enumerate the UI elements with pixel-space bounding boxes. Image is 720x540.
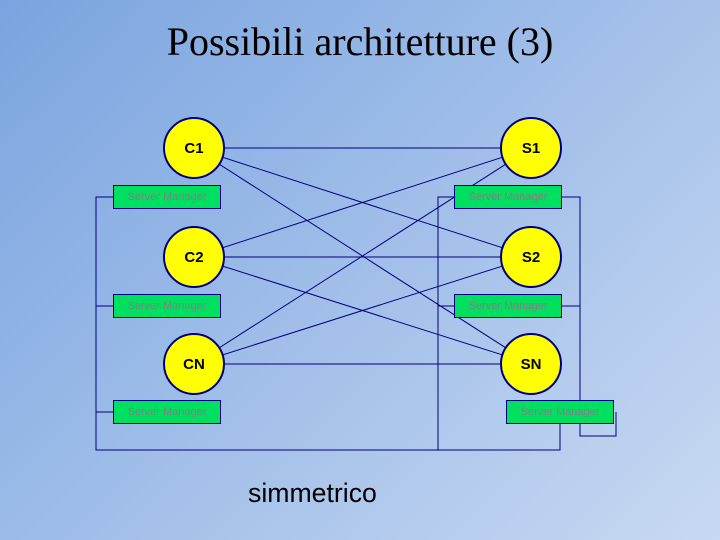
node-label: CN: [183, 357, 205, 372]
caption: simmetrico: [248, 478, 377, 509]
node-s2: S2: [500, 226, 562, 288]
server-manager-box: Server Manager: [506, 400, 614, 424]
node-c1: C1: [163, 117, 225, 179]
server-manager-box: Server Manager: [454, 294, 562, 318]
node-c2: C2: [163, 226, 225, 288]
node-label: S1: [522, 141, 540, 156]
server-manager-box: Server Manager: [113, 400, 221, 424]
slide: { "slide": { "background_gradient": { "f…: [0, 0, 720, 540]
node-s1: S1: [500, 117, 562, 179]
server-manager-label: Server Manager: [469, 300, 548, 312]
server-manager-label: Server Manager: [469, 191, 548, 203]
server-manager-label: Server Manager: [521, 406, 600, 418]
server-manager-box: Server Manager: [113, 294, 221, 318]
node-sn: SN: [500, 333, 562, 395]
server-manager-label: Server Manager: [128, 300, 207, 312]
server-manager-box: Server Manager: [454, 185, 562, 209]
node-label: S2: [522, 250, 540, 265]
node-label: C2: [184, 250, 203, 265]
node-cn: CN: [163, 333, 225, 395]
diagram-nodes-layer: C1 C2 CN S1 S2 SN Server Manager Server Manager…: [0, 0, 720, 540]
caption-text: simmetrico: [248, 478, 377, 508]
server-manager-label: Server Manager: [128, 191, 207, 203]
node-label: C1: [184, 141, 203, 156]
server-manager-label: Server Manager: [128, 406, 207, 418]
server-manager-box: Server Manager: [113, 185, 221, 209]
node-label: SN: [521, 357, 542, 372]
